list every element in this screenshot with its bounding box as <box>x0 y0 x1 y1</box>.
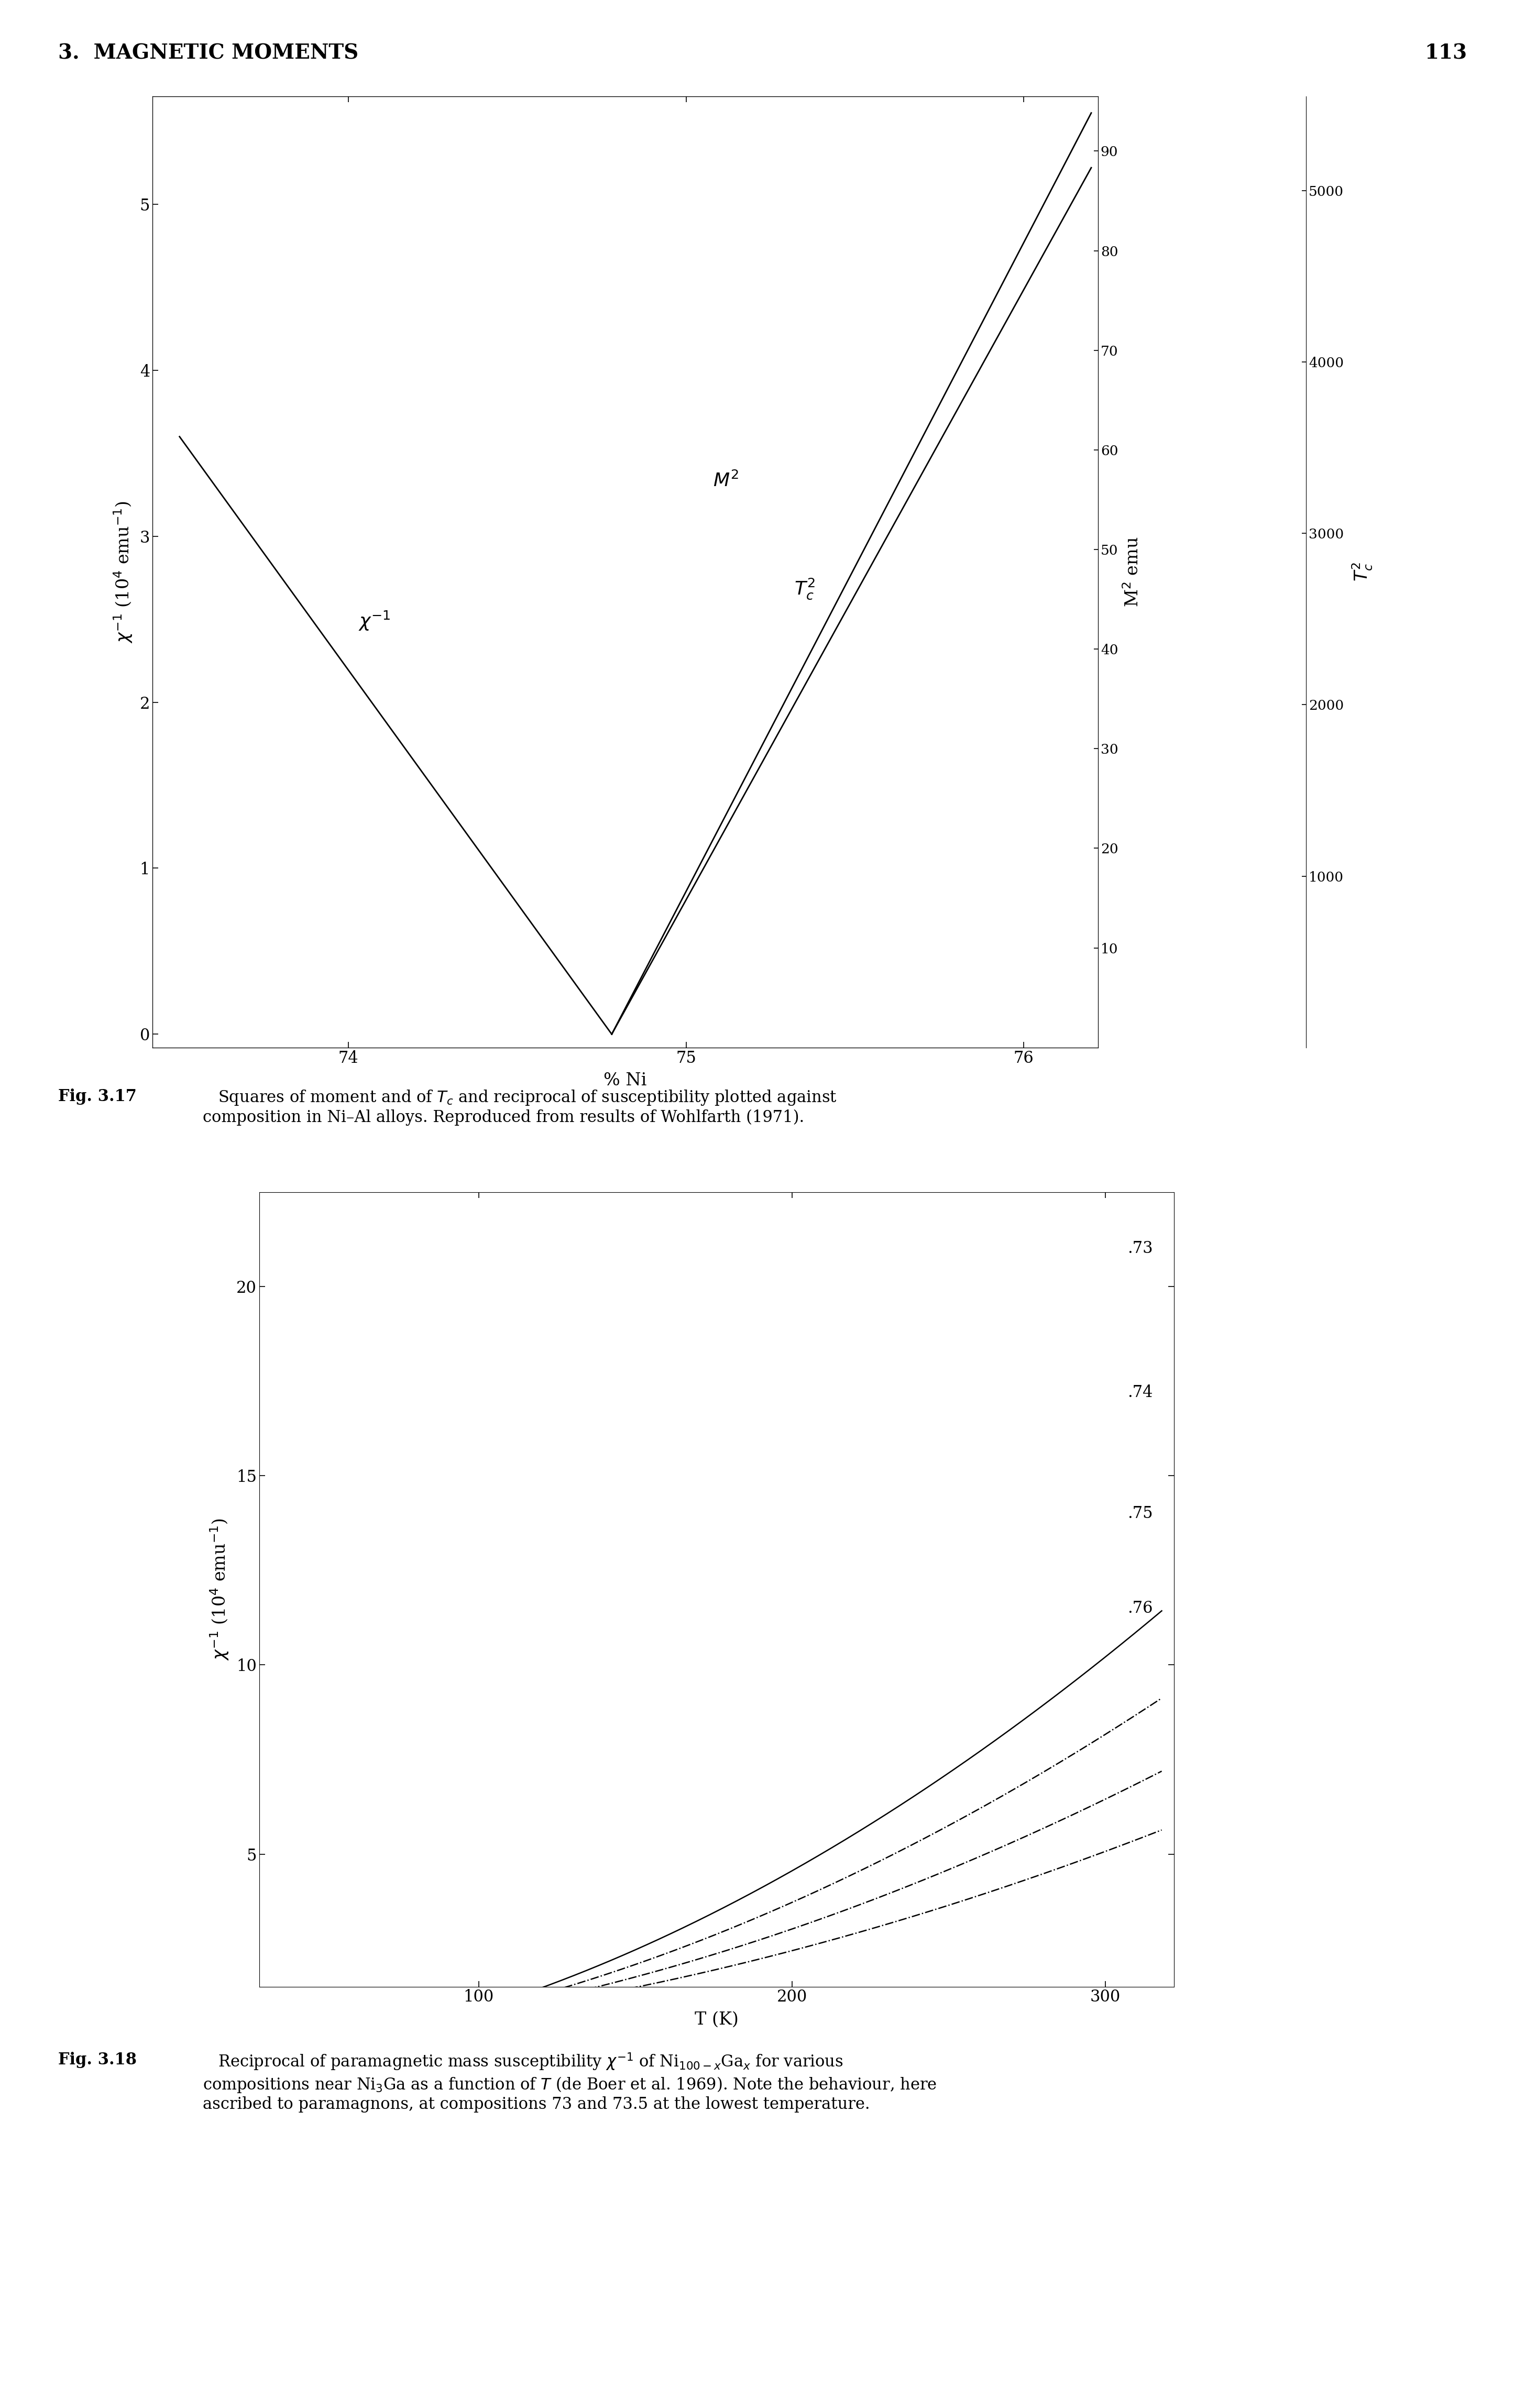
Text: 113: 113 <box>1424 43 1467 63</box>
X-axis label: % Ni: % Ni <box>604 1072 647 1088</box>
Text: 3.  MAGNETIC MOMENTS: 3. MAGNETIC MOMENTS <box>58 43 358 63</box>
Text: Fig. 3.17: Fig. 3.17 <box>58 1088 136 1105</box>
Y-axis label: M$^2$ emu: M$^2$ emu <box>1124 537 1142 607</box>
Text: Fig. 3.18: Fig. 3.18 <box>58 2052 137 2068</box>
Text: .74: .74 <box>1127 1385 1153 1401</box>
Y-axis label: $T_c^2$: $T_c^2$ <box>1351 561 1374 583</box>
Text: $T_c^2$: $T_c^2$ <box>795 578 816 600</box>
Y-axis label: $\chi^{-1}$ (10$^4$ emu$^{-1}$): $\chi^{-1}$ (10$^4$ emu$^{-1}$) <box>209 1517 230 1662</box>
Text: Reciprocal of paramagnetic mass susceptibility $\chi^{-1}$ of Ni$_{100-x}$Ga$_x$: Reciprocal of paramagnetic mass suscepti… <box>203 2052 936 2112</box>
Text: .73: .73 <box>1127 1240 1153 1257</box>
Text: Squares of moment and of $T_c$ and reciprocal of susceptibility plotted against
: Squares of moment and of $T_c$ and recip… <box>203 1088 837 1125</box>
Text: $M^2$: $M^2$ <box>714 472 738 491</box>
Text: .76: .76 <box>1127 1599 1153 1616</box>
Text: $\chi^{-1}$: $\chi^{-1}$ <box>358 609 390 633</box>
X-axis label: T (K): T (K) <box>695 2011 738 2028</box>
Y-axis label: $\chi^{-1}$ (10$^4$ emu$^{-1}$): $\chi^{-1}$ (10$^4$ emu$^{-1}$) <box>111 501 134 643</box>
Text: .75: .75 <box>1127 1505 1153 1522</box>
